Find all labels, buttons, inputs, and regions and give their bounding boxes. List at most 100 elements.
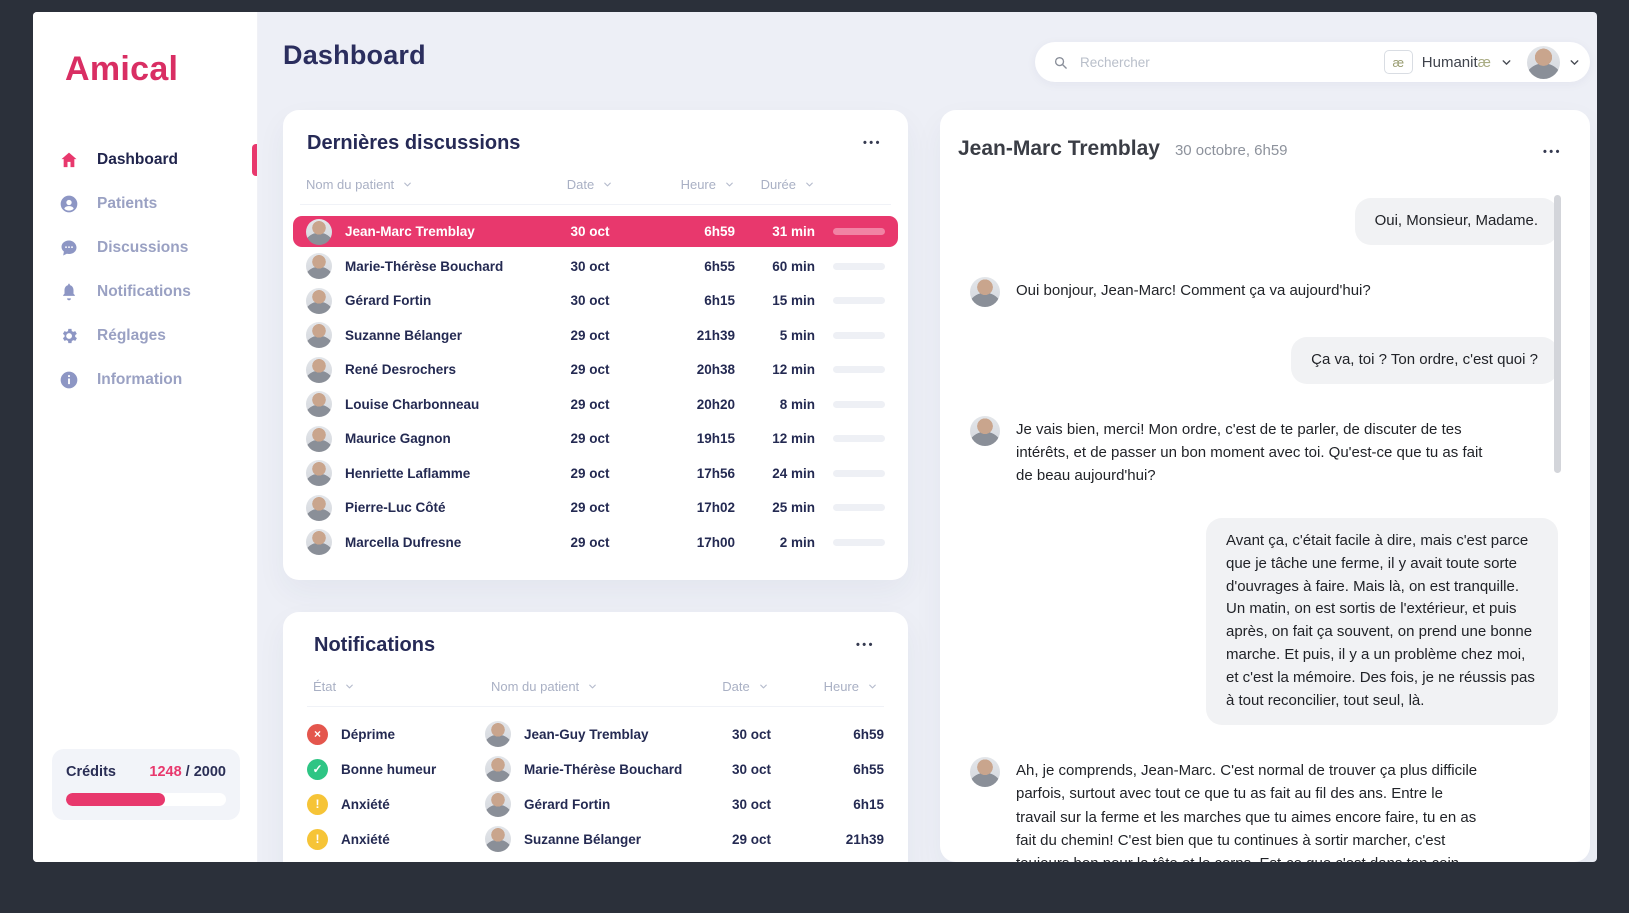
credits-progress-fill (66, 793, 166, 806)
notification-time: 6h55 (853, 761, 884, 777)
chat-scrollbar[interactable] (1554, 195, 1561, 473)
patient-name: Marcella Dufresne (345, 534, 462, 550)
discussion-date: 29 oct (570, 465, 610, 481)
discussion-time: 17h56 (696, 465, 735, 481)
discussion-date: 30 oct (570, 293, 610, 308)
patient-name: Henriette Laflamme (345, 465, 471, 481)
patient-avatar (306, 494, 332, 521)
duration-bar (815, 538, 885, 546)
notification-time: 6h15 (853, 796, 884, 812)
column-header-date[interactable]: Date (688, 679, 803, 694)
discussion-date: 29 oct (570, 396, 610, 412)
discussion-row[interactable]: René Desrochers 29 oct 20h38 12 min (300, 354, 891, 385)
chevron-down-icon (1500, 56, 1513, 69)
patient-name: Gérard Fortin (345, 293, 432, 308)
discussion-row[interactable]: Henriette Laflamme 29 oct 17h56 24 min (300, 458, 891, 489)
sidebar-nav: Dashboard Patients Discussions Notificat… (33, 144, 257, 409)
discussion-date: 30 oct (570, 224, 610, 239)
page-title: Dashboard (283, 40, 426, 70)
bell-icon (59, 282, 79, 302)
status-label: Bonne humeur (341, 761, 437, 777)
discussion-time: 6h55 (704, 258, 735, 274)
home-icon (59, 150, 79, 170)
discussion-row[interactable]: Maurice Gagnon 29 oct 19h15 12 min (300, 423, 891, 454)
discussion-row[interactable]: Suzanne Bélanger 29 oct 21h39 5 min (300, 320, 891, 351)
patient-name: Jean-Marc Tremblay (345, 224, 475, 239)
patient-avatar (306, 425, 332, 452)
topbar: æ Humanitæ (1035, 42, 1590, 82)
discussions-rows: Jean-Marc Tremblay 30 oct 6h59 31 min Ma… (293, 216, 898, 558)
column-header-nom-du-patient[interactable]: Nom du patient (306, 177, 545, 192)
discussion-time: 6h59 (704, 224, 735, 239)
discussion-row[interactable]: Pierre-Luc Côté 29 oct 17h02 25 min (300, 492, 891, 523)
status-error-icon: × (307, 723, 328, 745)
duration-bar (815, 297, 885, 304)
sidebar-item-reglages[interactable]: Réglages (33, 321, 257, 351)
patient-name: Suzanne Bélanger (524, 831, 642, 847)
assistant-avatar (970, 757, 1000, 788)
column-header-date[interactable]: Date (545, 177, 635, 192)
notification-row[interactable]: ✓ Bonne humeur Marie-Thérèse Bouchard 30… (307, 756, 884, 782)
chat-message-assistant: Ah, je comprends, Jean-Marc. C'est norma… (970, 755, 1484, 862)
chat-menu-button[interactable]: ••• (1542, 146, 1562, 158)
notifications-card: Notifications ••• État Nom du patient Date… (283, 612, 908, 862)
discussion-time: 21h39 (696, 327, 735, 343)
notification-date: 30 oct (731, 726, 772, 742)
column-header-nom-du-patient[interactable]: Nom du patient (491, 679, 688, 694)
sidebar-item-information[interactable]: Information (33, 365, 257, 395)
sidebar-item-discussions[interactable]: Discussions (33, 233, 257, 263)
column-header-heure[interactable]: Heure (803, 679, 878, 694)
patient-avatar (306, 287, 332, 314)
discussion-row[interactable]: Marcella Dufresne 29 oct 17h00 2 min (300, 527, 891, 558)
chat-messages: Oui, Monsieur, Madame. Oui bonjour, Jean… (940, 198, 1590, 862)
column-header-etat[interactable]: État (313, 679, 491, 694)
patient-avatar (485, 826, 511, 852)
chat-datetime: 30 octobre, 6h59 (1174, 142, 1288, 159)
credits-total: 2000 (193, 764, 226, 780)
patient-name: Pierre-Luc Côté (345, 500, 446, 515)
notification-date: 30 oct (731, 796, 772, 812)
sidebar-item-notifications[interactable]: Notifications (33, 277, 257, 307)
search-input[interactable] (1078, 53, 1384, 71)
discussions-menu-button[interactable]: ••• (862, 137, 882, 149)
discussion-row[interactable]: Gérard Fortin 30 oct 6h15 15 min (300, 285, 891, 316)
discussion-row[interactable]: Marie-Thérèse Bouchard 30 oct 6h55 60 mi… (300, 251, 891, 282)
column-header-heure[interactable]: Heure (635, 177, 735, 192)
patient-name: Louise Charbonneau (345, 396, 480, 412)
patient-avatar (306, 322, 332, 348)
discussion-date: 30 oct (570, 258, 610, 274)
chevron-down-icon (344, 681, 355, 692)
sidebar-item-patients[interactable]: Patients (33, 189, 257, 219)
notifications-title: Notifications (314, 634, 436, 656)
sidebar: Amical Dashboard Patients Discussions No… (33, 12, 258, 862)
chat-message-patient: Oui, Monsieur, Madame. (1354, 198, 1558, 245)
patient-avatar (485, 756, 511, 782)
sidebar-item-dashboard[interactable]: Dashboard (33, 144, 257, 176)
discussion-duration: 12 min (772, 362, 815, 377)
chevron-down-icon (587, 681, 598, 692)
patient-avatar (306, 356, 332, 383)
discussion-row[interactable]: Jean-Marc Tremblay 30 oct 6h59 31 min (293, 216, 898, 247)
column-header-duree[interactable]: Durée (735, 177, 815, 192)
credits-separator: / (181, 764, 194, 780)
discussion-date: 29 oct (570, 500, 610, 515)
notification-row[interactable]: ! Anxiété Suzanne Bélanger 29 oct 21h39 (307, 826, 884, 852)
app-window: Amical Dashboard Patients Discussions No… (33, 12, 1597, 862)
user-icon (59, 194, 79, 214)
status-warning-icon: ! (307, 828, 328, 850)
discussion-duration: 12 min (772, 431, 815, 446)
chat-message-assistant: Je vais bien, merci! Mon ordre, c'est de… (970, 414, 1484, 488)
notification-row[interactable]: × Déprime Jean-Guy Tremblay 30 oct 6h59 (307, 721, 884, 747)
discussion-date: 29 oct (570, 327, 610, 343)
notifications-menu-button[interactable]: ••• (855, 639, 875, 651)
duration-bar (815, 262, 885, 270)
patient-avatar (306, 391, 332, 417)
patient-name: Jean-Guy Tremblay (524, 726, 649, 742)
notifications-column-headers: État Nom du patient Date Heure (307, 679, 884, 707)
org-selector[interactable]: æ Humanitæ (1383, 50, 1513, 74)
status-label: Anxiété (341, 796, 390, 812)
discussion-row[interactable]: Louise Charbonneau 29 oct 20h20 8 min (300, 389, 891, 420)
chevron-down-icon (402, 179, 413, 190)
user-menu[interactable] (1527, 45, 1581, 79)
notification-row[interactable]: ! Anxiété Gérard Fortin 30 oct 6h15 (307, 791, 884, 817)
